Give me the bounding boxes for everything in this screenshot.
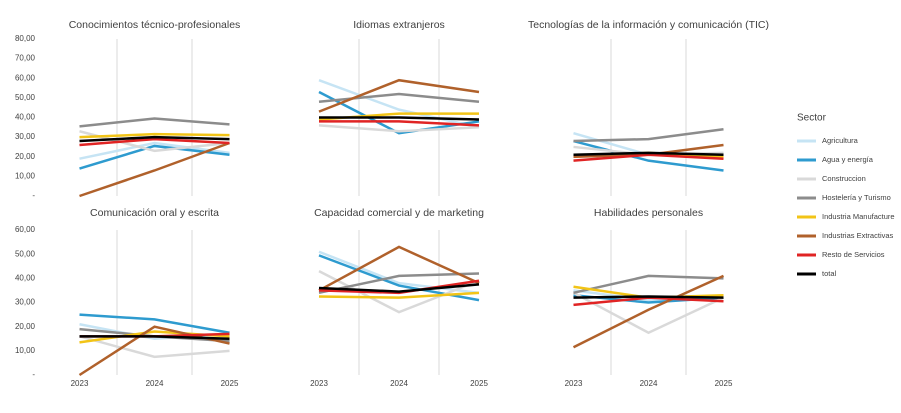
chart-title: Habilidades personales bbox=[594, 207, 703, 219]
series-line bbox=[79, 141, 230, 198]
y-tick-label: 60,00 bbox=[15, 73, 36, 82]
y-tick-label: 50,00 bbox=[15, 249, 36, 258]
series-line bbox=[319, 116, 480, 121]
x-tick-label: 2023 bbox=[310, 379, 328, 388]
series-line bbox=[79, 132, 230, 139]
y-tick-label: 30,00 bbox=[15, 132, 36, 141]
series-line bbox=[79, 141, 230, 160]
series-line bbox=[79, 313, 230, 334]
legend-label: Hostelería y Turismo bbox=[822, 193, 891, 202]
x-tick-label: 2023 bbox=[565, 379, 583, 388]
x-tick-label: 2025 bbox=[221, 379, 239, 388]
series-line bbox=[319, 120, 480, 127]
legend-label: Industria Manufacture bbox=[822, 212, 895, 221]
chart-title: Tecnologías de la información y comunica… bbox=[528, 19, 769, 31]
x-tick-label: 2025 bbox=[715, 379, 733, 388]
series-line bbox=[318, 269, 480, 314]
chart-title: Idiomas extranjeros bbox=[353, 19, 445, 31]
y-tick-label: 30,00 bbox=[15, 298, 36, 307]
series-line bbox=[318, 124, 480, 133]
legend-label: total bbox=[822, 269, 837, 278]
series-line bbox=[79, 135, 230, 143]
series-line bbox=[79, 335, 230, 340]
y-tick-label: 80,00 bbox=[15, 34, 36, 43]
series-line bbox=[573, 295, 724, 299]
y-tick-label: - bbox=[32, 370, 35, 379]
legend-label: Construccion bbox=[822, 174, 866, 183]
series-line bbox=[79, 335, 230, 359]
legend-label: Agua y energía bbox=[822, 155, 874, 164]
series-line bbox=[573, 274, 724, 295]
series-line bbox=[573, 128, 724, 143]
chart-title: Comunicación oral y escrita bbox=[90, 207, 219, 219]
series-line bbox=[318, 78, 480, 113]
legend-label: Industrias Extractivas bbox=[822, 231, 894, 240]
series-line bbox=[572, 274, 725, 349]
series-line bbox=[318, 250, 480, 295]
y-tick-label: 40,00 bbox=[15, 113, 36, 122]
series-line bbox=[318, 283, 480, 293]
chart-title: Conocimientos técnico-profesionales bbox=[69, 19, 241, 31]
series-line bbox=[572, 291, 725, 335]
series-line bbox=[573, 151, 724, 157]
y-tick-label: 20,00 bbox=[15, 322, 36, 331]
x-tick-label: 2025 bbox=[470, 379, 488, 388]
y-tick-label: 10,00 bbox=[15, 171, 36, 180]
series-line bbox=[79, 137, 230, 147]
series-line bbox=[318, 245, 480, 292]
series-line bbox=[318, 272, 480, 295]
series-line bbox=[573, 153, 724, 162]
y-tick-label: 70,00 bbox=[15, 54, 36, 63]
legend-label: Resto de Servicios bbox=[822, 250, 885, 259]
x-tick-label: 2024 bbox=[390, 379, 408, 388]
series-line bbox=[573, 139, 724, 172]
y-tick-label: 20,00 bbox=[15, 152, 36, 161]
y-tick-label: - bbox=[32, 191, 35, 200]
series-line bbox=[318, 92, 480, 104]
y-tick-label: 10,00 bbox=[15, 346, 36, 355]
x-tick-label: 2024 bbox=[146, 379, 164, 388]
chart-title: Capacidad comercial y de marketing bbox=[314, 207, 484, 219]
legend-label: Agricultura bbox=[822, 136, 859, 145]
series-line bbox=[79, 130, 230, 153]
y-tick-label: 50,00 bbox=[15, 93, 36, 102]
series-line bbox=[318, 79, 480, 129]
legend-title: Sector bbox=[797, 113, 827, 124]
x-tick-label: 2023 bbox=[71, 379, 89, 388]
x-tick-label: 2024 bbox=[640, 379, 658, 388]
y-tick-label: 60,00 bbox=[15, 225, 36, 234]
series-line bbox=[318, 90, 480, 135]
series-line bbox=[79, 117, 230, 128]
y-tick-label: 40,00 bbox=[15, 273, 36, 282]
series-line bbox=[318, 291, 480, 299]
